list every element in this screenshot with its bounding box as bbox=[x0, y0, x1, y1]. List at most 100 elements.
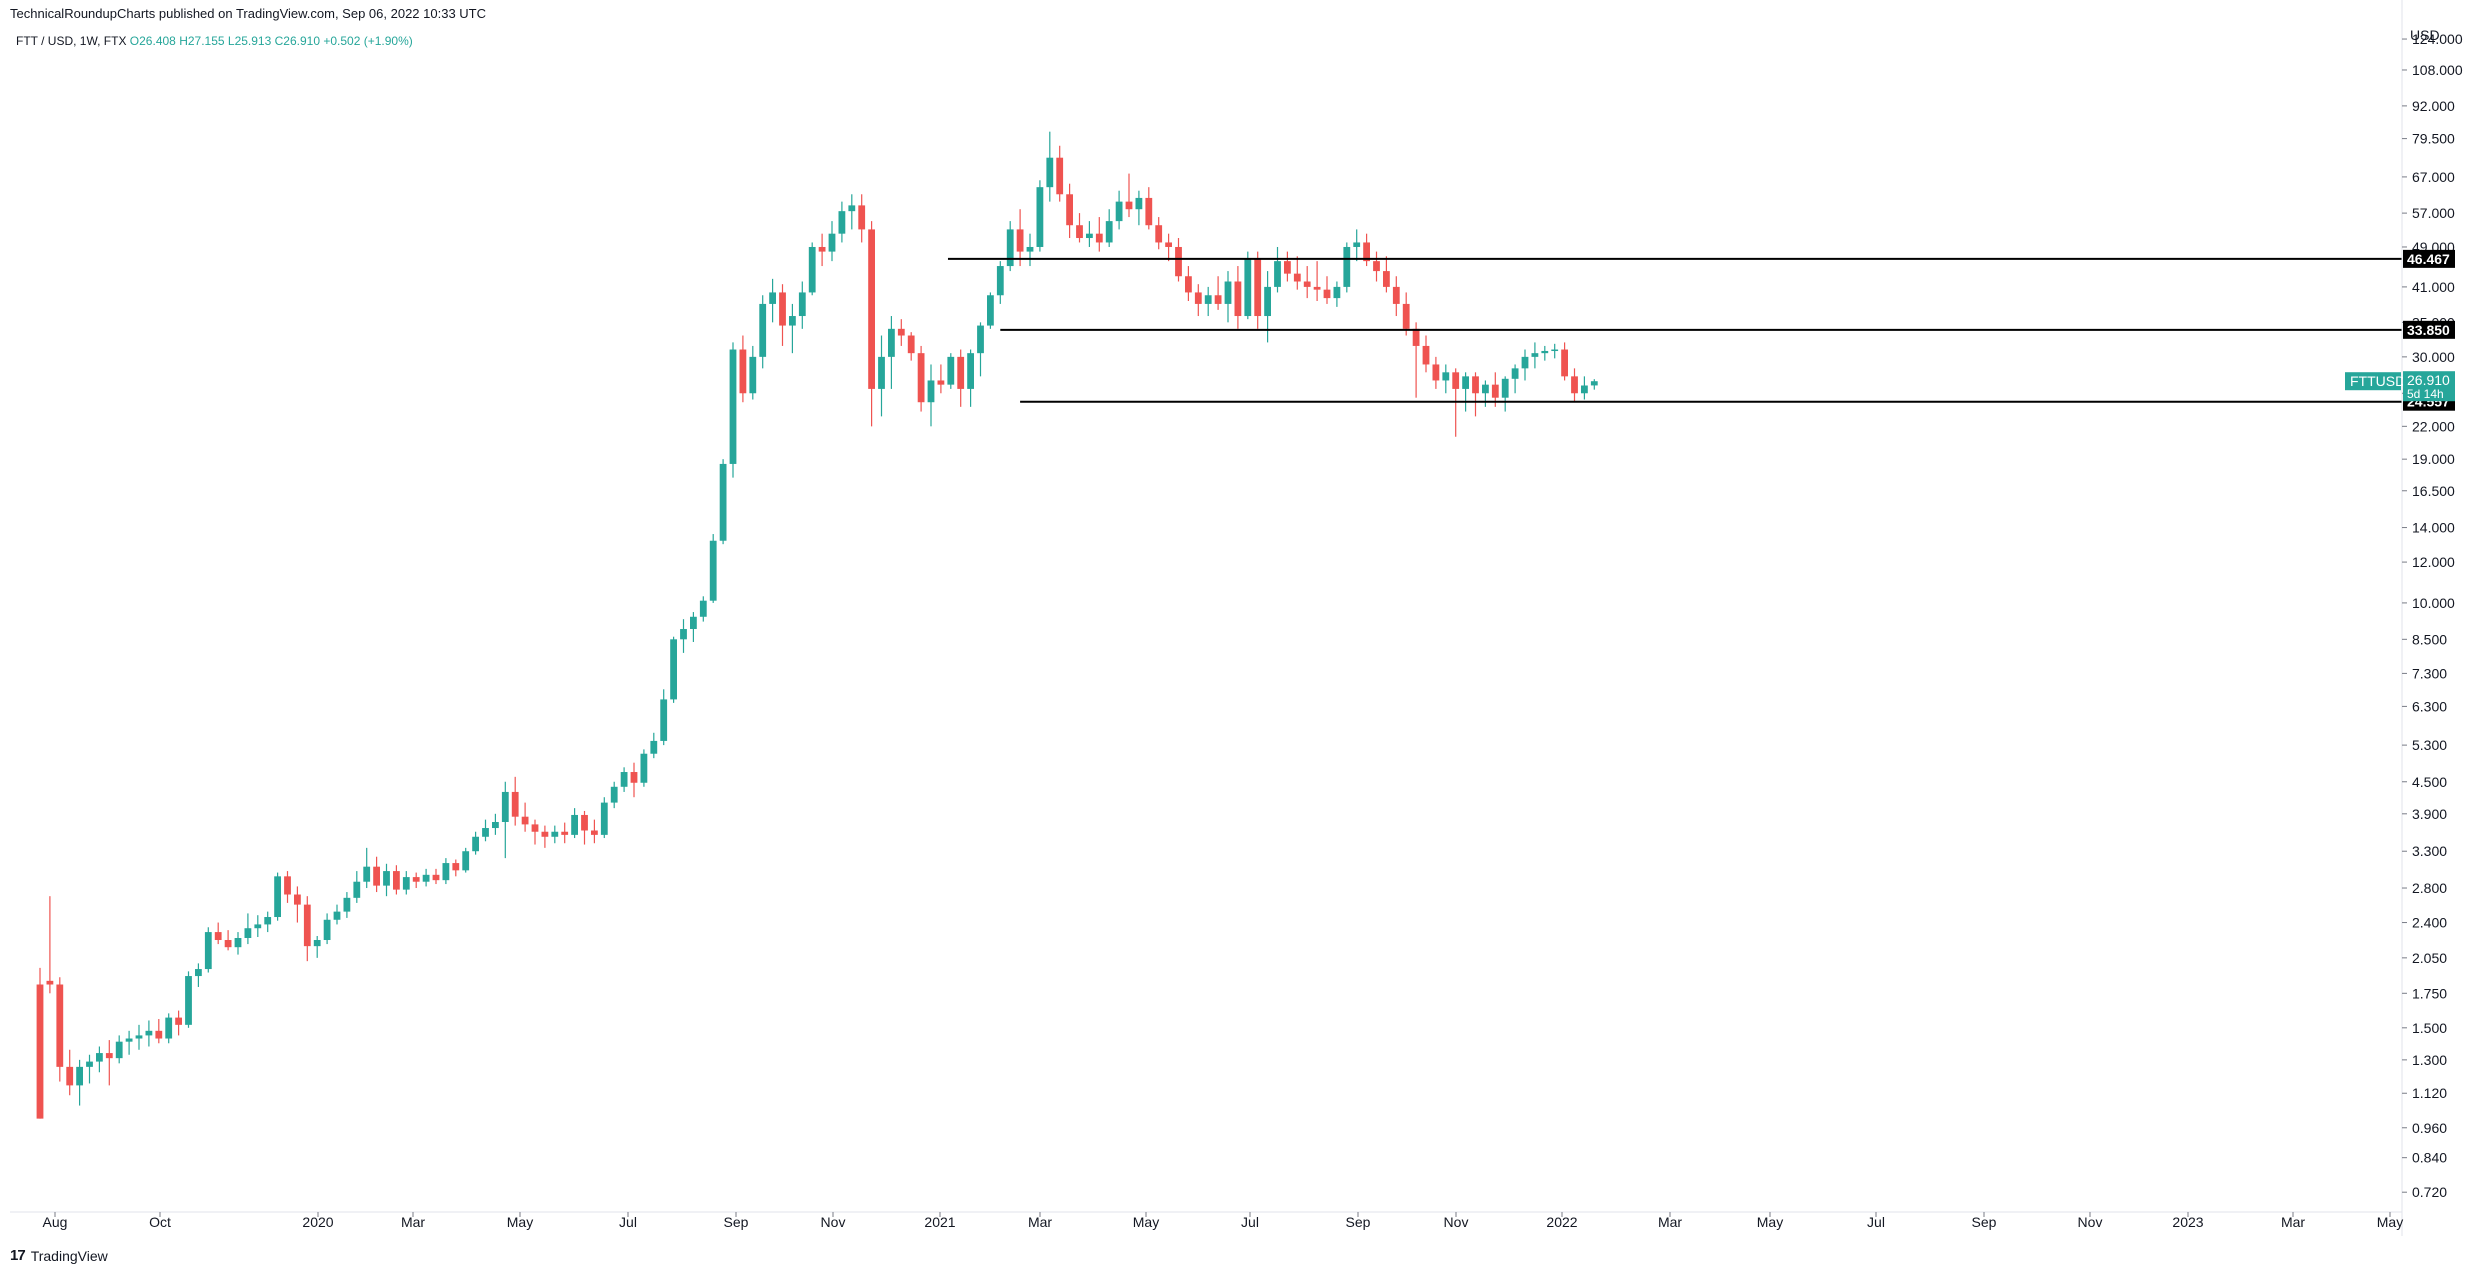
candle[interactable] bbox=[977, 322, 984, 377]
candle[interactable] bbox=[1581, 376, 1588, 400]
candle[interactable] bbox=[1214, 276, 1222, 310]
candle[interactable] bbox=[1363, 233, 1370, 267]
candle[interactable] bbox=[1482, 380, 1489, 407]
candle[interactable] bbox=[1402, 292, 1410, 336]
candle[interactable] bbox=[492, 813, 499, 835]
candle[interactable] bbox=[1105, 209, 1113, 247]
candle[interactable] bbox=[76, 1059, 83, 1106]
candle[interactable] bbox=[1234, 266, 1242, 329]
candle[interactable] bbox=[501, 781, 509, 859]
candle[interactable] bbox=[808, 242, 816, 296]
candle[interactable] bbox=[244, 913, 252, 945]
candle[interactable] bbox=[1571, 368, 1578, 403]
candle[interactable] bbox=[343, 892, 351, 918]
price-axis[interactable]: 124.000108.00092.00079.50067.00057.00049… bbox=[2402, 31, 2463, 1200]
candle[interactable] bbox=[789, 303, 796, 354]
candle[interactable] bbox=[690, 612, 697, 642]
candle[interactable] bbox=[927, 364, 935, 427]
candle[interactable] bbox=[135, 1024, 143, 1050]
candle[interactable] bbox=[1036, 180, 1044, 252]
candle[interactable] bbox=[1531, 342, 1539, 369]
candle[interactable] bbox=[1145, 187, 1153, 230]
candle[interactable] bbox=[1442, 364, 1450, 394]
candle[interactable] bbox=[1224, 271, 1232, 323]
candle[interactable] bbox=[175, 1010, 182, 1036]
candle[interactable] bbox=[36, 967, 44, 1119]
candle[interactable] bbox=[660, 689, 668, 746]
candle[interactable] bbox=[1392, 276, 1400, 317]
candle[interactable] bbox=[353, 871, 361, 903]
candle[interactable] bbox=[383, 863, 390, 897]
candle[interactable] bbox=[185, 971, 192, 1028]
candle[interactable] bbox=[1412, 322, 1420, 398]
candle[interactable] bbox=[759, 295, 767, 369]
candle[interactable] bbox=[1006, 221, 1014, 272]
candle[interactable] bbox=[907, 332, 915, 361]
candle[interactable] bbox=[1194, 284, 1202, 317]
candle[interactable] bbox=[699, 596, 707, 622]
candle[interactable] bbox=[610, 781, 618, 809]
candle[interactable] bbox=[630, 762, 638, 798]
candle[interactable] bbox=[917, 345, 925, 412]
candle[interactable] bbox=[551, 825, 559, 844]
candle[interactable] bbox=[521, 802, 529, 832]
candle[interactable] bbox=[1521, 349, 1529, 381]
candle[interactable] bbox=[650, 732, 658, 759]
candle[interactable] bbox=[195, 963, 202, 987]
candle[interactable] bbox=[1086, 221, 1093, 247]
candle[interactable] bbox=[739, 335, 747, 403]
candle[interactable] bbox=[46, 896, 54, 994]
candle[interactable] bbox=[115, 1035, 123, 1064]
candle[interactable] bbox=[363, 847, 371, 889]
candle[interactable] bbox=[1165, 233, 1172, 262]
candle[interactable] bbox=[86, 1054, 93, 1084]
candle[interactable] bbox=[1333, 281, 1341, 307]
candle[interactable] bbox=[1561, 342, 1568, 381]
candle[interactable] bbox=[165, 1013, 173, 1044]
candle[interactable] bbox=[868, 221, 875, 427]
candle[interactable] bbox=[1501, 376, 1509, 412]
candle[interactable] bbox=[234, 932, 242, 955]
candle[interactable] bbox=[640, 749, 648, 787]
candle[interactable] bbox=[1204, 286, 1212, 317]
candle[interactable] bbox=[818, 233, 826, 267]
candle[interactable] bbox=[462, 847, 470, 873]
candle[interactable] bbox=[987, 292, 994, 329]
candle[interactable] bbox=[888, 316, 895, 389]
candle[interactable] bbox=[313, 936, 321, 958]
candle[interactable] bbox=[1016, 209, 1024, 267]
candle[interactable] bbox=[274, 872, 281, 921]
candle[interactable] bbox=[1274, 246, 1281, 293]
candle[interactable] bbox=[254, 915, 262, 938]
candle[interactable] bbox=[432, 868, 440, 885]
candle[interactable] bbox=[472, 831, 479, 855]
candle[interactable] bbox=[897, 319, 905, 346]
candle[interactable] bbox=[1313, 261, 1321, 301]
candle[interactable] bbox=[155, 1019, 163, 1044]
candle[interactable] bbox=[1125, 173, 1133, 218]
candle[interactable] bbox=[511, 776, 519, 826]
candle[interactable] bbox=[1462, 372, 1469, 412]
candle[interactable] bbox=[402, 871, 410, 895]
candle[interactable] bbox=[1076, 213, 1083, 243]
candle[interactable] bbox=[1590, 379, 1598, 390]
candle[interactable] bbox=[680, 619, 687, 653]
candle[interactable] bbox=[591, 819, 598, 844]
candle[interactable] bbox=[531, 819, 539, 845]
candle[interactable] bbox=[1135, 190, 1143, 226]
candle[interactable] bbox=[1284, 251, 1291, 282]
candle[interactable] bbox=[1383, 256, 1390, 293]
candle[interactable] bbox=[1511, 364, 1519, 394]
candle[interactable] bbox=[967, 349, 974, 407]
candle[interactable] bbox=[1155, 217, 1163, 250]
candle[interactable] bbox=[848, 194, 856, 230]
candle[interactable] bbox=[373, 856, 380, 893]
candle[interactable] bbox=[393, 865, 400, 895]
candle[interactable] bbox=[1066, 183, 1073, 239]
candle[interactable] bbox=[452, 859, 460, 877]
candle[interactable] bbox=[828, 221, 836, 262]
candle[interactable] bbox=[105, 1040, 113, 1086]
candle[interactable] bbox=[541, 825, 549, 848]
candle[interactable] bbox=[284, 871, 291, 903]
candle[interactable] bbox=[204, 927, 212, 973]
